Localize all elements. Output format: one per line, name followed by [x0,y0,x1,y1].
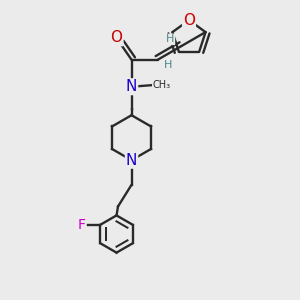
Text: N: N [126,79,137,94]
Text: F: F [78,218,86,232]
Text: H: H [166,34,174,44]
Text: O: O [183,13,195,28]
Text: CH₃: CH₃ [152,80,171,90]
Text: O: O [110,30,122,45]
Text: N: N [126,153,137,168]
Text: H: H [164,60,172,70]
